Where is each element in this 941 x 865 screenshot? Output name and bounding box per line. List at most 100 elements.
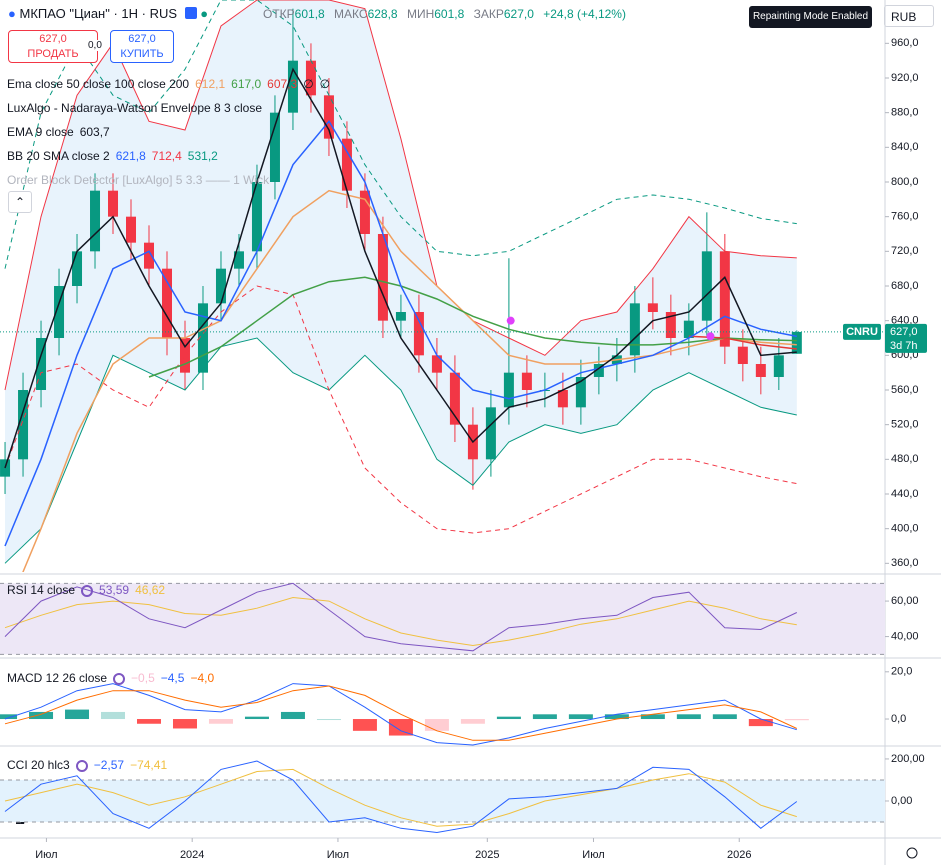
legend-value: 46,62	[135, 583, 166, 597]
pane	[0, 683, 809, 746]
pane	[0, 760, 885, 834]
candle-body	[395, 312, 406, 321]
pane	[0, 0, 802, 572]
indicator-line	[4, 337, 797, 564]
histogram-bar	[29, 711, 54, 720]
candle-body	[215, 268, 226, 304]
histogram-bar	[0, 714, 18, 720]
candle-body	[629, 303, 640, 356]
indicator-line	[4, 683, 797, 746]
candle-body	[36, 338, 47, 390]
candle-body	[305, 60, 316, 96]
candle-body	[557, 390, 568, 408]
band-fill	[5, 0, 797, 564]
x-tick-label: Июл	[35, 849, 57, 861]
legend-value: ∅	[303, 77, 314, 91]
candle-body	[323, 95, 334, 139]
candle-body	[377, 234, 388, 321]
legend-name: BB 20 SMA close 2	[7, 149, 110, 163]
sell-button[interactable]: 627,0 ПРОДАТЬ	[8, 30, 98, 63]
histogram-bar	[496, 716, 521, 720]
sell-label: ПРОДАТЬ	[27, 48, 79, 60]
histogram-bar	[712, 714, 737, 720]
buy-price: 627,0	[128, 33, 156, 45]
indicator-line	[22, 189, 797, 572]
legend-value: 617,0	[231, 77, 262, 91]
y-tick-label: 840,0	[891, 141, 919, 153]
currency-selector[interactable]: RUB	[884, 5, 934, 27]
legend-row[interactable]: BB 20 SMA close 2 621,8 712,4 531,2	[7, 144, 336, 168]
y-tick-label: 760,0	[891, 211, 919, 223]
candle-body	[431, 355, 442, 373]
legend-value: −4,5	[160, 671, 185, 685]
y-tick-label: 0,0	[891, 713, 906, 725]
x-tick-label: Июл	[582, 849, 604, 861]
legend-row[interactable]: Order Block Detector [LuxAlgo] 5 3.3 —— …	[7, 168, 336, 192]
y-tick-label: 400,0	[891, 523, 919, 535]
histogram-bar	[532, 714, 557, 720]
histogram-bar	[244, 716, 269, 720]
legend-name: LuxAlgo - Nadaraya-Watson Envelope 8 3 c…	[7, 101, 263, 115]
histogram-bar	[460, 719, 485, 724]
legend-value: 607,3	[267, 77, 298, 91]
price-tag-countdown: 3d 7h	[890, 340, 918, 352]
ohlc-value: 628,8	[367, 7, 398, 21]
symbol-header: ● МКПАО "Циан" · 1Н · RUS ●	[8, 6, 208, 21]
ohlc-label: ОТКР	[263, 7, 295, 21]
histogram-bar	[424, 719, 449, 731]
legend-value: −74,41	[130, 758, 168, 772]
settings-icon[interactable]	[906, 847, 918, 859]
candle-body	[593, 364, 604, 377]
change: +24,8 (+4,12%)	[543, 7, 626, 21]
legend-value: 603,7	[79, 125, 110, 139]
y-tick-label: 440,0	[891, 488, 919, 500]
histogram-bar	[676, 714, 701, 720]
candle-body	[251, 182, 262, 252]
candle-body	[287, 60, 298, 113]
histogram-bar	[352, 719, 377, 731]
indicator-line	[4, 685, 798, 741]
buy-button[interactable]: 627,0 КУПИТЬ	[110, 30, 174, 63]
histogram-bar	[136, 719, 161, 724]
price-tag-value: 627,0	[890, 326, 918, 338]
indicator-line	[4, 582, 798, 652]
edit-icon[interactable]	[184, 7, 197, 19]
candle-body	[719, 251, 730, 347]
macd-legend: MACD 12 26 close −0,5 −4,5 −4,0	[7, 671, 220, 685]
ohlc-value: 627,0	[503, 7, 534, 21]
legend-icon[interactable]	[75, 760, 88, 772]
candle-body	[18, 390, 29, 460]
legend-row[interactable]: EMA 9 close 603,7	[7, 120, 336, 144]
indicator-line	[4, 0, 797, 269]
legend-name: CCI 20 hlc3	[7, 758, 70, 772]
y-tick-label: 720,0	[891, 245, 919, 257]
legend-icon[interactable]	[81, 585, 94, 597]
y-tick-label: 0,00	[891, 795, 912, 807]
candle-body	[773, 355, 784, 377]
legend-value: −2,57	[93, 758, 125, 772]
indicator-line	[4, 0, 797, 391]
legend-icon[interactable]	[113, 673, 126, 685]
collapse-legend[interactable]: ⌃	[8, 191, 32, 213]
candle-body	[54, 286, 65, 338]
legend-row[interactable]: LuxAlgo - Nadaraya-Watson Envelope 8 3 c…	[7, 96, 336, 120]
candle-body	[485, 407, 496, 460]
sell-price: 627,0	[39, 33, 67, 45]
candle-body	[269, 112, 280, 182]
candle-body	[521, 372, 532, 390]
buy-label: КУПИТЬ	[120, 48, 164, 60]
histogram-bar	[172, 719, 197, 729]
histogram-bar	[101, 711, 126, 720]
histogram-bar	[784, 719, 809, 721]
y-tick-label: 560,0	[891, 384, 919, 396]
symbol: МКПАО "Циан" · 1Н · RUS	[19, 6, 178, 21]
y-tick-label: 60,00	[891, 595, 919, 607]
y-tick-label: 960,0	[891, 37, 919, 49]
legend-name: Order Block Detector [LuxAlgo] 5 3.3 —— …	[7, 173, 270, 187]
ohlc-label: ЗАКР	[473, 7, 504, 21]
y-tick-label: 680,0	[891, 280, 919, 292]
legend-row[interactable]: Ema close 50 close 100 close 200 612,1 617…	[7, 72, 336, 96]
legend-name: EMA 9 close	[7, 125, 74, 139]
candle-body	[72, 251, 83, 286]
